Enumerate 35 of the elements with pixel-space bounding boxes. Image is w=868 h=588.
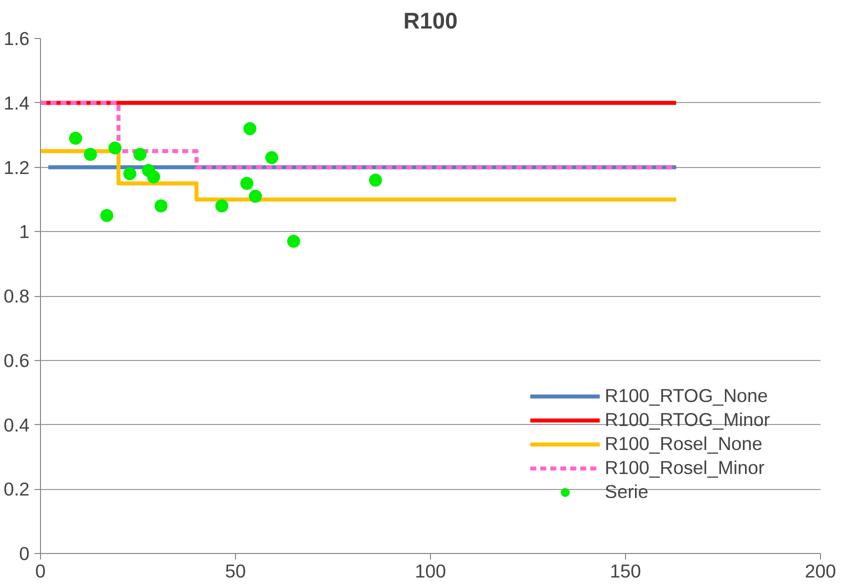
- legend-label: Serie: [604, 481, 648, 503]
- y-tick-label: 0.2: [4, 478, 30, 500]
- y-tick-label: 1.2: [4, 156, 30, 178]
- y-tick-label: 1: [19, 221, 30, 242]
- legend-label: R100_Rosel_Minor: [604, 457, 764, 479]
- point: [123, 167, 136, 180]
- legend-label: R100_RTOG_Minor: [604, 409, 770, 431]
- point: [243, 122, 256, 136]
- point: [133, 148, 146, 161]
- point: [240, 176, 254, 190]
- x-tick-label: 200: [804, 560, 836, 582]
- legend-label: R100_Rosel_None: [604, 433, 762, 455]
- point: [69, 132, 82, 145]
- point: [287, 234, 300, 248]
- y-tick-label: 0: [19, 543, 30, 564]
- y-tick-label: 0.4: [4, 414, 30, 436]
- y-tick-label: 0.8: [4, 286, 30, 306]
- y-tick-label: 1.6: [4, 28, 30, 49]
- point: [248, 190, 262, 203]
- legend-label: R100_RTOG_None: [604, 385, 768, 407]
- point: [265, 151, 278, 164]
- y-tick-label: 0.6: [4, 350, 30, 371]
- point: [369, 174, 382, 187]
- x-tick-label: 150: [610, 560, 642, 582]
- point: [147, 170, 160, 184]
- y-tick-label: 1.4: [4, 92, 30, 114]
- x-tick-label: 100: [414, 560, 446, 582]
- point: [100, 209, 114, 222]
- point: [84, 148, 97, 161]
- point: [108, 141, 122, 154]
- x-tick-label: 0: [35, 560, 46, 582]
- point: [215, 199, 228, 212]
- x-tick-label: 50: [225, 560, 246, 582]
- point: [154, 199, 168, 212]
- chart-title: R100: [403, 8, 458, 34]
